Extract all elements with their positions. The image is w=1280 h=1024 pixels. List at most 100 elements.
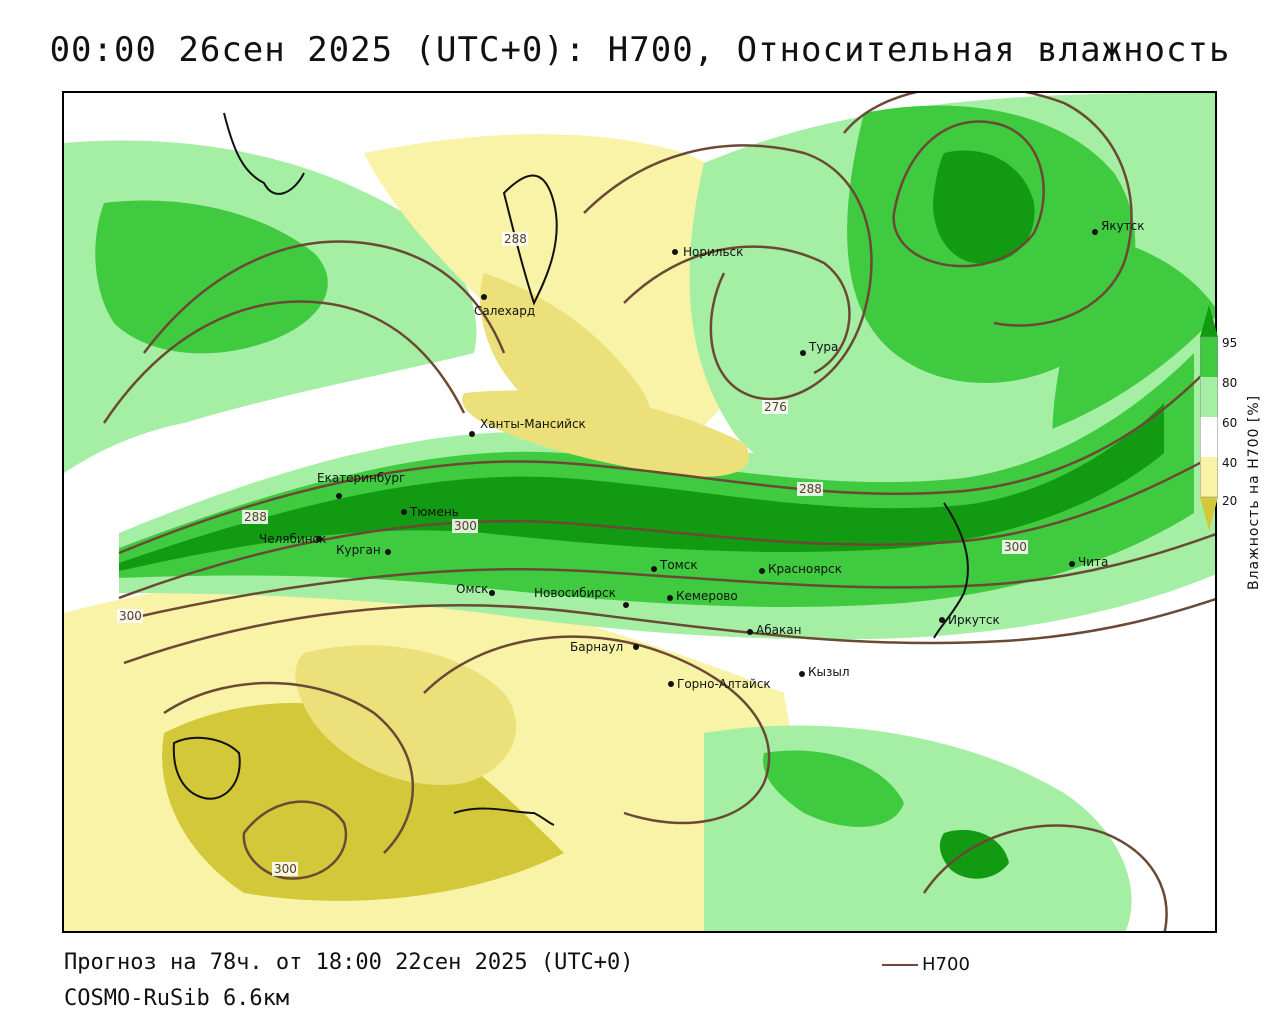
city-dot-chelyabinsk <box>316 536 322 542</box>
humidity-area-green-dark-northeast <box>933 150 1035 264</box>
city-dot-gorno <box>668 681 674 687</box>
contour-label-bg <box>452 519 478 533</box>
coastlines <box>172 112 969 826</box>
contour-label: 300 <box>274 862 297 876</box>
h700-contour-line <box>163 681 414 854</box>
city-dot-krasnoyarsk <box>759 568 765 574</box>
city-dot-abakan <box>747 629 753 635</box>
humidity-area-yellow-dark-south <box>162 703 565 901</box>
city-dot-chita <box>1069 561 1075 567</box>
city-dot-kurgan <box>385 549 391 555</box>
city-dot-kyzyl <box>799 671 805 677</box>
city-dot-tura <box>800 350 806 356</box>
city-label-irkutsk: Иркутск <box>948 613 1000 627</box>
city-dot-novosibirsk <box>623 602 629 608</box>
colorbar-band-80-60 <box>1200 377 1218 417</box>
contour-label: 276 <box>764 400 787 414</box>
colorbar-tick-80: 80 <box>1222 376 1238 390</box>
h700-contour-line <box>118 372 1205 555</box>
city-label-khanty: Ханты-Мансийск <box>480 417 586 431</box>
city-dot-tomsk <box>651 566 657 572</box>
contour-label-bg <box>117 609 143 623</box>
humidity-area-yellow-mid-south <box>295 645 517 785</box>
humidity-colorbar <box>1200 305 1218 531</box>
contour-label-bg <box>1002 540 1028 554</box>
city-dot-kemerovo <box>667 595 673 601</box>
h700-contour-line <box>583 144 873 401</box>
contour-labels: 288 276 288 300 300 300 288 300 <box>117 232 1028 876</box>
contour-label: 300 <box>454 519 477 533</box>
city-label-chelyabinsk: Челябинск <box>259 532 326 546</box>
city-dot-salekhard <box>481 294 487 300</box>
city-dot-yakutsk <box>1092 229 1098 235</box>
city-label-tyumen: Тюмень <box>409 505 459 519</box>
forecast-map[interactable]: 288 276 288 300 300 300 288 300 Норильск Якутск С… <box>64 93 1217 933</box>
contour-label: 288 <box>504 232 527 246</box>
city-label-novosibirsk: Новосибирск <box>534 586 616 600</box>
contour-label-bg <box>762 400 788 414</box>
city-label-chita: Чита <box>1078 555 1108 569</box>
humidity-area-yellow-north-1 <box>364 134 772 453</box>
city-label-abakan: Абакан <box>756 623 801 637</box>
humidity-area-green-dark-southeast <box>939 829 1009 879</box>
coastline <box>502 174 558 306</box>
colorbar-tick-40: 40 <box>1222 456 1238 470</box>
contour-legend-swatch <box>882 964 918 966</box>
coastline <box>223 112 305 195</box>
coastline <box>933 502 969 639</box>
city-label-gorno: Горно-Алтайск <box>677 677 771 691</box>
humidity-band-dark <box>119 403 1164 571</box>
colorbar-arrow-top <box>1200 305 1218 337</box>
city-label-kemerovo: Кемерово <box>676 589 738 603</box>
model-name: COSMO-RuSib 6.6км <box>64 986 290 1011</box>
city-label-norilsk: Норильск <box>683 245 743 259</box>
colorbar-band-95-80 <box>1200 337 1218 377</box>
city-dot-barnaul <box>633 644 639 650</box>
map-frame[interactable]: 288 276 288 300 300 300 288 300 Норильск Якутск С… <box>62 91 1217 933</box>
humidity-area-green-mid-northwest <box>95 200 328 354</box>
city-dot-tyumen <box>401 509 407 515</box>
h700-contour-line <box>118 453 1215 600</box>
forecast-info: Прогноз на 78ч. от 18:00 22сен 2025 (UTC… <box>64 950 634 975</box>
city-markers: Норильск Якутск Салехард Тура Ханты-Мансийск… <box>259 219 1145 691</box>
contour-label-bg <box>797 482 823 496</box>
city-label-kyzyl: Кызыл <box>808 665 850 679</box>
h700-contour-line <box>123 598 1215 665</box>
colorbar-border <box>1200 336 1218 498</box>
city-label-barnaul: Барнаул <box>570 640 623 654</box>
humidity-area-green-mid-southeast <box>763 750 904 827</box>
contour-label: 288 <box>799 482 822 496</box>
colorbar-arrow-bottom <box>1200 497 1218 531</box>
humidity-area-yellow-central <box>462 390 750 477</box>
city-label-tomsk: Томск <box>659 558 698 572</box>
page-title: 00:00 26сен 2025 (UTC+0): H700, Относите… <box>49 30 1231 70</box>
h700-contour-line <box>242 800 348 880</box>
contour-label: 300 <box>1004 540 1027 554</box>
h700-contour-line <box>118 533 1215 623</box>
h700-contours <box>102 93 1215 931</box>
contour-label-bg <box>502 232 528 246</box>
city-dot-ekb <box>336 493 342 499</box>
city-dot-norilsk <box>672 249 678 255</box>
city-label-krasnoyarsk: Красноярск <box>768 562 842 576</box>
contour-legend: H700 <box>882 954 970 975</box>
colorbar-tick-20: 20 <box>1222 494 1238 508</box>
h700-contour-line <box>102 300 466 424</box>
city-dot-omsk <box>489 590 495 596</box>
contour-label-bg <box>242 510 268 524</box>
coastline <box>172 736 241 800</box>
h700-contour-line <box>423 635 771 825</box>
colorbar-band-40-20 <box>1200 457 1218 497</box>
contour-label: 300 <box>119 609 142 623</box>
colorbar-title: Влажность на H700 [%] <box>1246 394 1262 590</box>
colorbar-tick-95: 95 <box>1222 336 1238 350</box>
h700-contour-line <box>892 120 1045 268</box>
h700-contour-line <box>623 245 851 375</box>
city-label-omsk: Омск <box>456 582 488 596</box>
h700-contour-line <box>843 93 1133 327</box>
colorbar-tick-60: 60 <box>1222 416 1238 430</box>
city-dot-irkutsk <box>939 617 945 623</box>
h700-contour-line <box>143 240 506 354</box>
coastline <box>453 807 555 826</box>
colorbar-band-60-40 <box>1200 417 1218 457</box>
